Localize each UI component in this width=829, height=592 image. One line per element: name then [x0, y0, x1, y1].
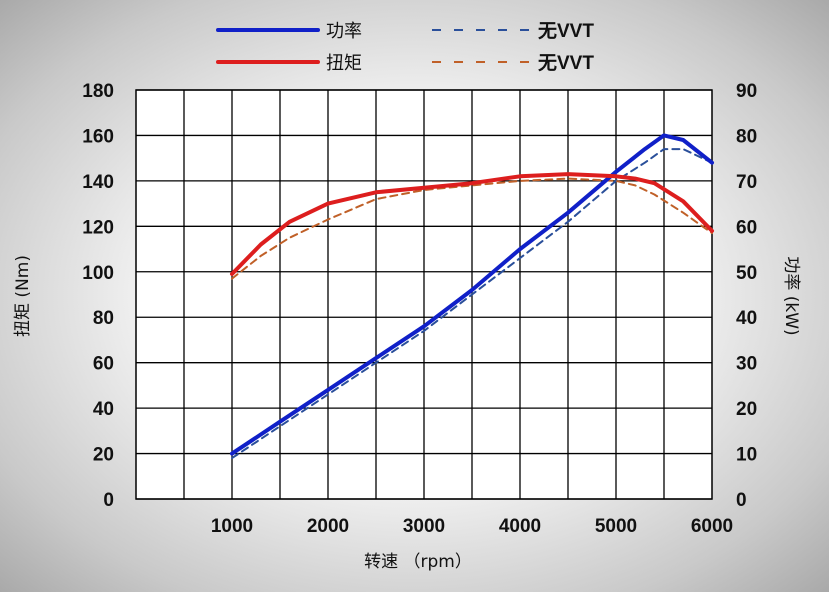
legend-label-power: 功率 [326, 21, 362, 42]
legend: 功率 无VVT 扭矩 无VVT [216, 21, 594, 74]
y-axis-left-title: 扭矩 (Nm) [13, 255, 33, 337]
x-tick-label: 5000 [595, 516, 637, 537]
y-right-tick-label: 80 [736, 126, 757, 147]
left-axis-ticks: 0 20 40 60 80 100 120 140 160 180 [82, 81, 114, 511]
legend-label-power-novvt: 无VVT [538, 21, 594, 42]
x-tick-label: 3000 [403, 516, 445, 537]
legend-label-torque: 扭矩 [326, 53, 362, 74]
series-lines [230, 133, 714, 460]
y-left-tick-label: 160 [82, 126, 114, 147]
y-left-tick-label: 120 [82, 217, 114, 238]
x-tick-label: 1000 [211, 516, 253, 537]
series-line-torque [230, 172, 714, 276]
y-left-tick-label: 40 [93, 399, 114, 420]
series-line-power [230, 133, 714, 456]
y-right-tick-label: 40 [736, 308, 757, 329]
y-right-tick-label: 50 [736, 263, 757, 284]
y-left-tick-label: 60 [93, 354, 114, 375]
y-left-tick-label: 180 [82, 81, 114, 102]
x-tick-label: 4000 [499, 516, 541, 537]
y-right-tick-label: 10 [736, 445, 757, 466]
y-left-tick-label: 140 [82, 172, 114, 193]
series-line-torque-novvt [231, 177, 713, 280]
x-axis-ticks: 1000 2000 3000 4000 5000 6000 [211, 516, 733, 537]
y-right-tick-label: 90 [736, 81, 757, 102]
y-axis-right-title: 功率 (kW) [781, 256, 801, 335]
y-right-tick-label: 30 [736, 354, 757, 375]
grid [135, 89, 713, 500]
x-axis-title: 转速 （rpm） [364, 552, 472, 572]
y-right-tick-label: 60 [736, 217, 757, 238]
x-tick-label: 2000 [307, 516, 349, 537]
legend-label-torque-novvt: 无VVT [538, 53, 594, 74]
series-line-power-novvt [231, 148, 713, 460]
y-right-tick-label: 0 [736, 490, 747, 511]
y-left-tick-label: 20 [93, 445, 114, 466]
y-right-tick-label: 20 [736, 399, 757, 420]
x-tick-label: 6000 [691, 516, 733, 537]
y-right-tick-label: 70 [736, 172, 757, 193]
y-left-tick-label: 0 [103, 490, 114, 511]
right-axis-ticks: 0 10 20 30 40 50 60 70 80 90 [736, 81, 757, 511]
y-left-tick-label: 80 [93, 308, 114, 329]
y-left-tick-label: 100 [82, 263, 114, 284]
